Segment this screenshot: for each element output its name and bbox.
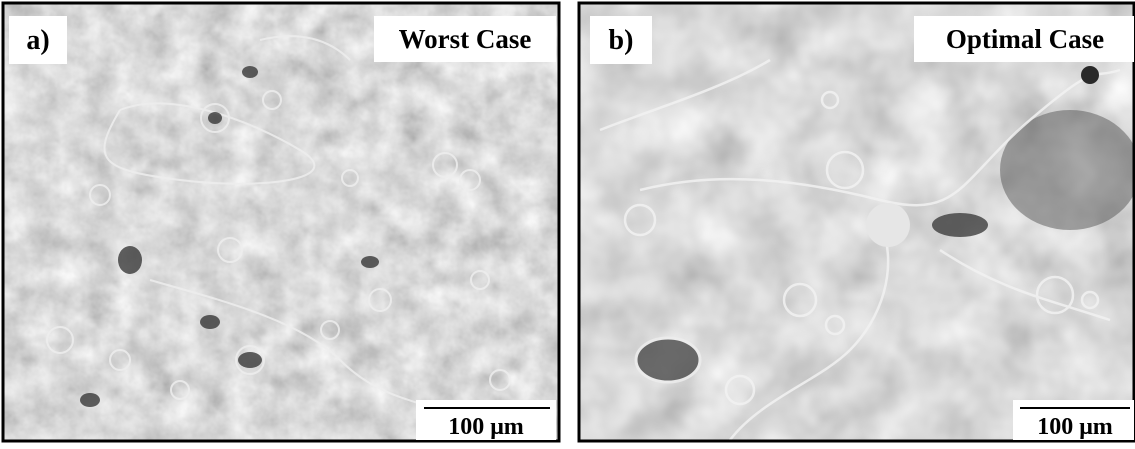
page: a) Worst Case 100 μm b) bbox=[0, 0, 1135, 444]
panel-a: a) Worst Case 100 μm bbox=[3, 3, 559, 441]
panel-caption: Worst Case bbox=[399, 24, 532, 54]
micrograph-a bbox=[4, 4, 558, 440]
panel-label: a) bbox=[26, 25, 49, 56]
figure: a) Worst Case 100 μm b) bbox=[0, 0, 1135, 444]
scale-bar-label: 100 μm bbox=[448, 414, 524, 440]
micrograph-b bbox=[580, 4, 1135, 440]
panel-label: b) bbox=[609, 25, 634, 56]
scale-bar-label: 100 μm bbox=[1037, 414, 1113, 440]
panel-caption: Optimal Case bbox=[946, 24, 1104, 54]
panel-b: b) Optimal Case 100 μm bbox=[579, 3, 1135, 441]
